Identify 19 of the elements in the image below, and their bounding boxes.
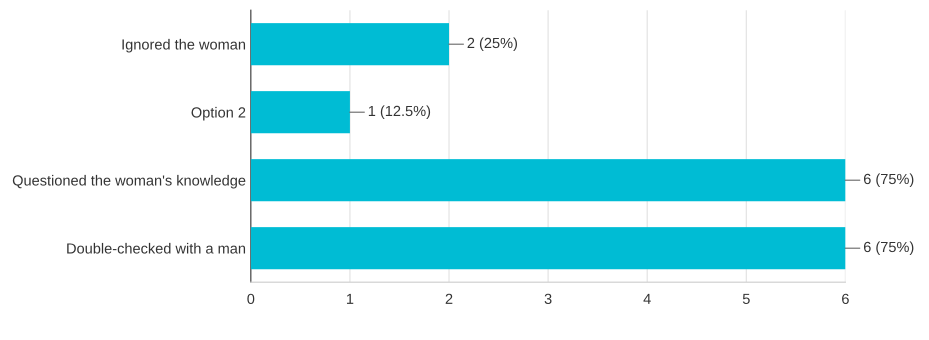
y-tick-label: Questioned the woman's knowledge [12, 174, 246, 189]
data-label: 1 (12.5%) [368, 105, 430, 119]
y-tick-label: Option 2 [192, 106, 246, 121]
y-tick-label: Double-checked with a man [67, 242, 246, 254]
data-label: 6 (75%) [864, 241, 914, 255]
bar [250, 227, 846, 270]
y-tick-label: Ignored the woman [122, 38, 246, 53]
bar [250, 159, 846, 202]
x-tick-label: 6 [842, 294, 849, 304]
data-label: 6 (75%) [864, 173, 914, 187]
bar [250, 23, 450, 66]
x-tick-label: 0 [247, 294, 254, 304]
x-tick-label: 3 [544, 294, 552, 304]
x-tick-label: 2 [446, 294, 452, 304]
data-label: 2 (25%) [468, 37, 518, 51]
x-tick-label: 5 [742, 294, 750, 304]
x-tick-label: 1 [346, 294, 354, 304]
bar [250, 91, 350, 134]
x-tick-label: 4 [643, 294, 651, 304]
